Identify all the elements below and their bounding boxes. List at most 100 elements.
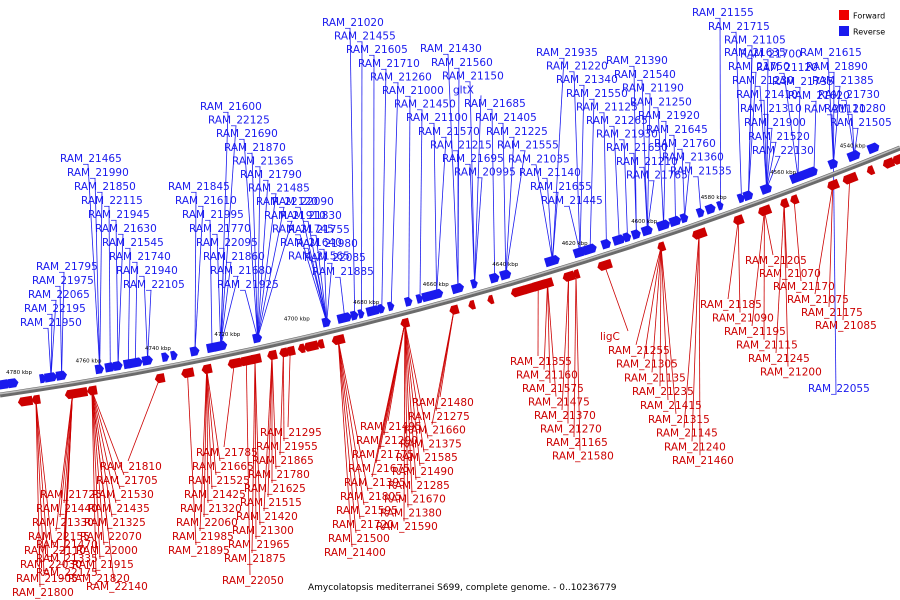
reverse-gene-label[interactable]: RAM_21690 [216, 128, 278, 140]
reverse-gene-arrow[interactable] [94, 364, 104, 375]
forward-gene-label[interactable]: RAM_21590 [376, 521, 438, 533]
reverse-gene-arrow[interactable] [655, 219, 670, 232]
forward-gene-arrow[interactable] [790, 194, 800, 205]
forward-gene-label[interactable]: RAM_22000 [76, 545, 138, 557]
forward-gene-label[interactable]: RAM_22030 [20, 559, 82, 571]
reverse-gene-arrow[interactable] [470, 279, 478, 289]
forward-gene-arrow[interactable] [303, 340, 319, 352]
forward-gene-arrow[interactable] [154, 373, 166, 384]
forward-gene-label[interactable]: RAM_21665 [192, 461, 254, 473]
reverse-gene-label[interactable]: RAM_21735 [772, 76, 834, 88]
reverse-gene-label[interactable]: RAM_21935 [536, 47, 598, 59]
forward-gene-label[interactable]: RAM_21240 [664, 441, 726, 453]
forward-gene-label[interactable]: RAM_21905 [16, 573, 78, 585]
reverse-gene-label[interactable]: RAM_21405 [475, 112, 537, 124]
reverse-gene-label[interactable]: RAM_21210 [616, 156, 678, 168]
forward-gene-label[interactable]: RAM_21400 [324, 547, 386, 559]
reverse-gene-arrow[interactable] [252, 333, 263, 344]
forward-gene-label[interactable]: RAM_21330 [32, 517, 94, 529]
reverse-gene-arrow[interactable] [141, 355, 153, 366]
forward-gene-label[interactable]: RAM_21915 [72, 559, 134, 571]
reverse-gene-arrow[interactable] [112, 361, 123, 371]
forward-gene-label[interactable]: RAM_21440 [36, 503, 98, 515]
forward-gene-label[interactable]: RAM_21500 [328, 533, 390, 545]
reverse-gene-label[interactable]: RAM_21900 [744, 117, 806, 129]
reverse-gene-label[interactable]: RAM_21850 [74, 181, 136, 193]
forward-gene-label[interactable]: RAM_21085 [815, 320, 877, 332]
reverse-gene-arrow[interactable] [679, 213, 689, 224]
reverse-gene-arrow[interactable] [611, 234, 626, 246]
forward-gene-label[interactable]: RAM_21295 [260, 427, 322, 439]
reverse-gene-label[interactable]: RAM_21540 [614, 69, 676, 81]
reverse-gene-label[interactable]: RAM_21550 [566, 88, 628, 100]
reverse-gene-label[interactable]: RAM_21465 [60, 153, 122, 165]
forward-gene-arrow[interactable] [827, 178, 840, 191]
forward-gene-label[interactable]: RAM_21775 [352, 449, 414, 461]
reverse-gene-label[interactable]: RAM_21975 [32, 275, 94, 287]
reverse-gene-arrow[interactable] [544, 255, 560, 268]
reverse-gene-label[interactable]: RAM_21555 [497, 140, 559, 152]
reverse-gene-arrow[interactable] [336, 312, 352, 324]
forward-gene-label[interactable]: RAM_21515 [240, 497, 302, 509]
forward-gene-label[interactable]: RAM_21785 [196, 447, 258, 459]
reverse-gene-arrow[interactable] [104, 362, 116, 373]
reverse-gene-arrow[interactable] [716, 201, 724, 211]
reverse-gene-label[interactable]: RAM_21910 [264, 210, 326, 222]
forward-gene-arrow[interactable] [597, 258, 613, 271]
forward-gene-label[interactable]: RAM_21475 [528, 397, 590, 409]
forward-gene-label[interactable]: RAM_21335 [36, 553, 98, 565]
reverse-gene-label[interactable]: RAM_21410 [736, 89, 798, 101]
reverse-gene-label[interactable]: RAM_21650 [606, 142, 668, 154]
forward-gene-label[interactable]: RAM_21625 [244, 483, 306, 495]
reverse-gene-label[interactable]: RAM_21155 [692, 7, 754, 19]
forward-gene-label[interactable]: RAM_21175 [801, 307, 863, 319]
forward-gene-arrow[interactable] [562, 270, 576, 282]
forward-gene-label[interactable]: RAM_21380 [380, 507, 442, 519]
reverse-gene-label[interactable]: RAM_21615 [800, 47, 862, 59]
reverse-gene-label[interactable]: RAM_21220 [546, 61, 608, 73]
reverse-gene-arrow[interactable] [213, 340, 228, 352]
reverse-gene-arrow[interactable] [742, 190, 754, 202]
forward-gene-label[interactable]: RAM_21660 [404, 425, 466, 437]
reverse-gene-label[interactable]: RAM_22115 [81, 195, 143, 207]
forward-gene-label[interactable]: RAM_21670 [384, 494, 446, 506]
reverse-gene-label[interactable]: RAM_21870 [224, 142, 286, 154]
forward-gene-label[interactable]: RAM_21580 [552, 451, 614, 463]
reverse-gene-label[interactable]: RAM_21035 [508, 153, 570, 165]
forward-gene-label[interactable]: RAM_21075 [787, 294, 849, 306]
forward-gene-label[interactable]: RAM_21985 [172, 531, 234, 543]
reverse-gene-arrow[interactable] [736, 193, 745, 204]
forward-gene-label[interactable]: RAM_21470 [36, 539, 98, 551]
reverse-gene-label[interactable]: RAM_21730 [818, 89, 880, 101]
reverse-gene-label[interactable]: RAM_21120 [756, 62, 818, 74]
forward-gene-label[interactable]: RAM_21355 [510, 356, 572, 368]
forward-gene-label[interactable]: RAM_21865 [252, 455, 314, 467]
forward-gene-label[interactable]: RAM_21955 [256, 441, 318, 453]
forward-gene-arrow[interactable] [316, 339, 325, 349]
reverse-gene-label[interactable]: RAM_21445 [541, 195, 603, 207]
reverse-gene-label[interactable]: RAM_21230 [732, 75, 794, 87]
forward-gene-label[interactable]: RAM_21480 [412, 397, 474, 409]
forward-gene-arrow[interactable] [64, 388, 81, 400]
reverse-gene-label[interactable]: RAM_21520 [748, 131, 810, 143]
reverse-gene-arrow[interactable] [404, 296, 413, 307]
forward-gene-label[interactable]: RAM_21375 [400, 438, 462, 450]
forward-gene-arrow[interactable] [227, 357, 242, 369]
forward-gene-label[interactable]: RAM_21195 [724, 326, 786, 338]
reverse-gene-label[interactable]: RAM_21655 [530, 181, 592, 193]
reverse-gene-arrow[interactable] [377, 304, 386, 314]
reverse-gene-label[interactable]: RAM_22085 [304, 252, 366, 264]
reverse-gene-arrow[interactable] [695, 207, 705, 218]
reverse-gene-label[interactable]: RAM_21110 [804, 104, 866, 116]
reverse-gene-label[interactable]: RAM_20995 [454, 167, 516, 179]
forward-gene-arrow[interactable] [892, 154, 900, 165]
reverse-gene-label[interactable]: RAM_21100 [406, 112, 468, 124]
forward-gene-label[interactable]: RAM_21300 [232, 525, 294, 537]
forward-gene-label[interactable]: RAM_21495 [360, 421, 422, 433]
forward-gene-label[interactable]: RAM_21420 [236, 511, 298, 523]
reverse-gene-label[interactable]: RAM_21280 [824, 103, 886, 115]
forward-gene-arrow[interactable] [331, 334, 346, 346]
reverse-gene-label[interactable]: RAM_21685 [464, 98, 526, 110]
reverse-gene-label[interactable]: RAM_22195 [24, 303, 86, 315]
reverse-gene-label[interactable]: RAM_21695 [442, 153, 504, 165]
